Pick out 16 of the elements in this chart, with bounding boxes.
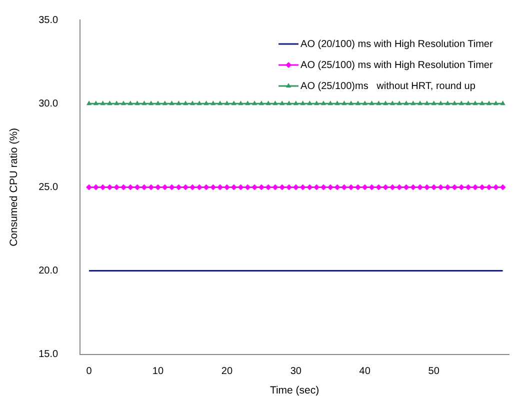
x-tick-label: 20 [221, 366, 233, 378]
x-tick-label: 0 [86, 366, 92, 378]
legend-label: AO (25/100)ms without HRT, round up [300, 80, 476, 92]
y-tick-label: 15.0 [38, 349, 58, 360]
y-tick-label: 25.0 [38, 182, 58, 193]
y-tick-label: 30.0 [38, 98, 58, 110]
x-tick-label: 50 [428, 366, 440, 378]
y-axis-title: Consumed CPU ratio (%) [8, 128, 20, 246]
y-tick-label: 20.0 [38, 266, 58, 277]
x-tick-label: 30 [290, 366, 302, 378]
y-tick-label: 35.0 [38, 14, 58, 26]
x-tick-label: 40 [359, 366, 371, 378]
legend-label: AO (25/100) ms with High Resolution Timer [300, 60, 494, 71]
x-tick-label: 10 [152, 366, 164, 378]
legend-label: AO (20/100) ms with High Resolution Timer [300, 38, 494, 50]
x-axis-title: Time (sec) [270, 384, 320, 397]
